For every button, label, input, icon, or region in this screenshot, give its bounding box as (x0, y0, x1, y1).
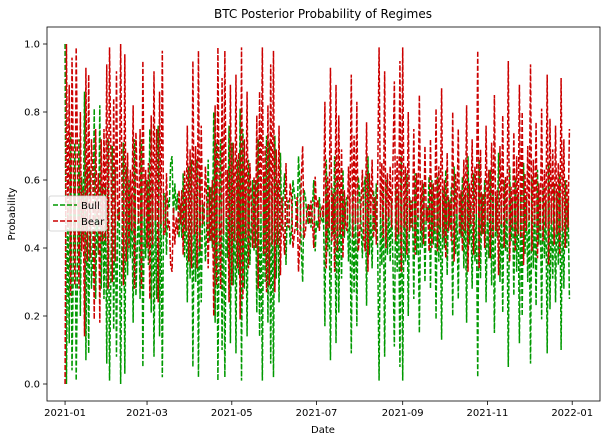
x-tick-label: 2021-09 (382, 408, 424, 419)
legend-label-bull: Bull (81, 201, 100, 212)
x-tick-label: 2021-07 (296, 408, 338, 419)
y-tick-label: 0.0 (24, 380, 40, 391)
plot-frame (46, 26, 601, 402)
x-tick-label: 2021-05 (211, 408, 253, 419)
series-lines (64, 43, 571, 385)
y-tick-label: 1.0 (24, 40, 40, 51)
y-tick-label: 0.8 (24, 108, 40, 119)
legend-label-bear: Bear (81, 217, 105, 228)
legend: Bull Bear (48, 195, 107, 232)
y-tick-label: 0.2 (24, 312, 40, 323)
series-line-bear (64, 43, 571, 385)
y-axis-ticks: 0.0 0.2 0.4 0.6 0.8 1.0 (24, 40, 47, 391)
x-tick-label: 2021-01 (44, 408, 86, 419)
x-axis-ticks: 2021-01 2021-03 2021-05 2021-07 2021-09 2021-… (44, 401, 593, 419)
x-tick-label: 2022-01 (551, 408, 593, 419)
chart-title: BTC Posterior Probability of Regimes (214, 7, 432, 21)
x-tick-label: 2021-11 (467, 408, 509, 419)
y-tick-label: 0.4 (24, 244, 40, 255)
y-tick-label: 0.6 (24, 176, 40, 187)
x-axis-label: Date (311, 425, 335, 436)
y-axis-label: Probability (7, 187, 18, 240)
x-tick-label: 2021-03 (126, 408, 168, 419)
